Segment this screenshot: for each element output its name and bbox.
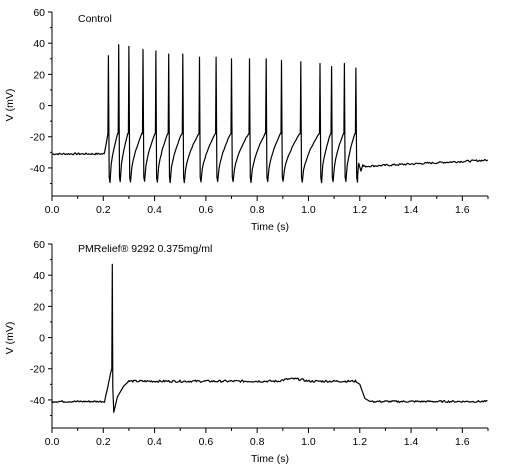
treatment-y-axis-label: V (mV) [4, 322, 16, 355]
control-y-ticks: 60 40 20 0 -20 -40 [30, 7, 52, 185]
control-x-tick-label: 1.4 [404, 204, 419, 216]
treatment-x-tick-label: 0.4 [147, 436, 162, 448]
control-y-tick-label: 20 [33, 69, 45, 81]
control-y-tick-label: 60 [33, 7, 45, 19]
treatment-y-tick-label: 0 [39, 333, 45, 345]
treatment-y-tick-label: -40 [30, 395, 45, 407]
control-x-tick-label: 1.2 [352, 204, 367, 216]
control-panel: 60 40 20 0 -20 -40 0.0 0.2 0.4 0.6 0.8 1.0 1.2 1.4 1.… [4, 7, 489, 233]
control-x-tick-label: 1.6 [455, 204, 470, 216]
treatment-y-tick-label: 60 [33, 239, 45, 251]
treatment-x-tick-label: 0.2 [96, 436, 111, 448]
treatment-x-tick-label: 0.6 [199, 436, 214, 448]
control-y-tick-label: -20 [30, 132, 45, 144]
treatment-x-tick-label: 1.6 [455, 436, 470, 448]
control-y-axis-label: V (mV) [4, 89, 16, 122]
treatment-voltage-trace [51, 263, 488, 413]
treatment-panel: 60 40 20 0 -20 -40 0.0 0.2 0.4 0.6 0.8 1.0 1.2 1.4 1.… [4, 239, 489, 465]
treatment-y-ticks: 60 40 20 0 -20 -40 [30, 239, 52, 417]
treatment-x-axis-label: Time (s) [251, 453, 289, 465]
control-annotation: Control [78, 13, 112, 25]
control-x-tick-label: 0.0 [45, 204, 60, 216]
control-y-tick-label: -40 [30, 163, 45, 175]
control-x-tick-label: 1.0 [301, 204, 316, 216]
control-x-tick-label: 0.6 [199, 204, 214, 216]
control-x-axis-label: Time (s) [251, 221, 289, 233]
control-y-tick-label: 0 [39, 101, 45, 113]
control-x-tick-label: 0.8 [250, 204, 265, 216]
treatment-y-tick-label: 20 [33, 301, 45, 313]
treatment-y-tick-label: 40 [33, 270, 45, 282]
control-voltage-trace [51, 44, 489, 184]
treatment-x-tick-label: 1.4 [404, 436, 419, 448]
treatment-x-tick-label: 0.0 [45, 436, 60, 448]
treatment-x-tick-label: 0.8 [250, 436, 265, 448]
treatment-x-ticks: 0.0 0.2 0.4 0.6 0.8 1.0 1.2 1.4 1.6 [45, 428, 489, 448]
control-x-ticks: 0.0 0.2 0.4 0.6 0.8 1.0 1.2 1.4 1.6 [45, 196, 489, 216]
treatment-y-tick-label: -20 [30, 364, 45, 376]
control-y-tick-label: 40 [33, 38, 45, 50]
control-x-tick-label: 0.2 [96, 204, 111, 216]
control-x-tick-label: 0.4 [147, 204, 162, 216]
treatment-annotation: PMRelief® 9292 0.375mg/ml [78, 243, 212, 255]
treatment-x-tick-label: 1.2 [352, 436, 367, 448]
treatment-x-tick-label: 1.0 [301, 436, 316, 448]
